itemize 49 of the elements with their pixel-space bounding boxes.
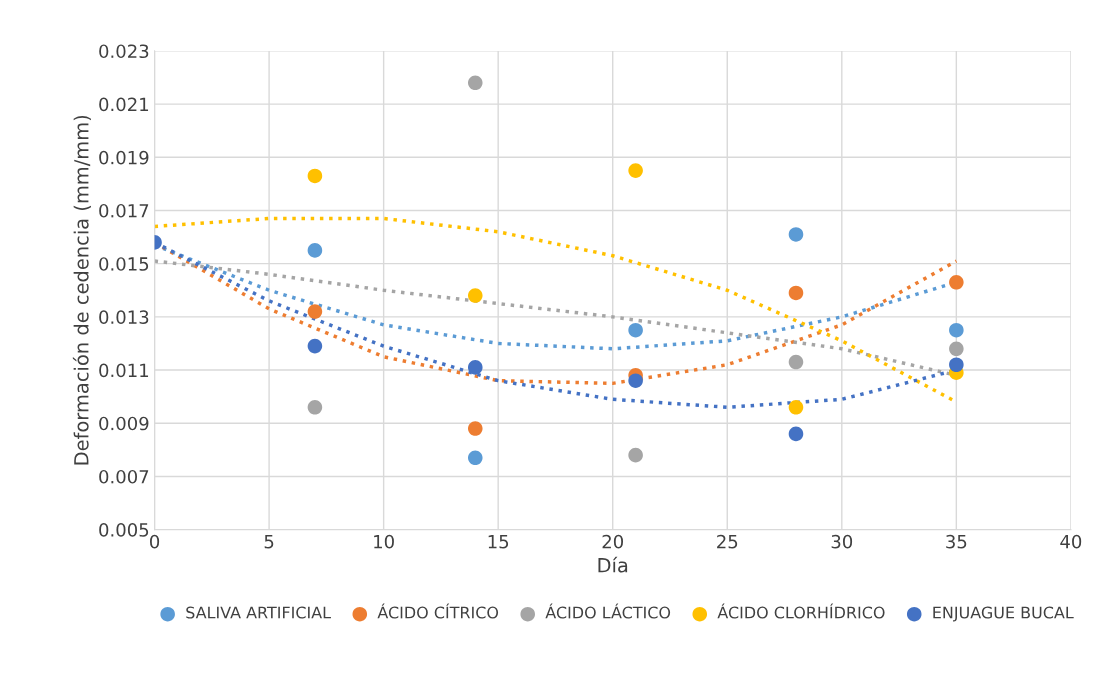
point	[467, 288, 483, 303]
y-tick-label: 0.005	[99, 523, 149, 537]
y-tick-label: 0.017	[99, 203, 149, 218]
legend-label: ENJUAGUE BUCAL	[933, 606, 1074, 622]
point	[788, 285, 804, 301]
point	[788, 400, 804, 415]
point	[467, 450, 483, 466]
point	[467, 75, 483, 91]
point	[467, 421, 483, 436]
y-tick-label: 0.023	[99, 44, 149, 59]
x-tick-label: 15	[488, 535, 509, 549]
point	[628, 163, 643, 178]
point	[628, 447, 643, 463]
x-tick-label: 0	[150, 534, 160, 549]
point	[788, 354, 804, 370]
x-tick-label: 20	[602, 534, 624, 549]
point	[307, 304, 323, 319]
x-tick-label: 10	[374, 534, 394, 549]
point	[467, 360, 483, 375]
x-axis-title: Día	[598, 556, 628, 573]
legend-label: ÁCIDO LÁCTICO	[545, 603, 671, 619]
point	[949, 322, 964, 338]
y-tick-label: 0.007	[99, 469, 149, 484]
point	[307, 400, 323, 415]
y-axis-title: Deformación de cedencia (mm/mm)	[72, 115, 91, 465]
point	[307, 168, 323, 184]
point	[949, 341, 964, 357]
point	[628, 373, 643, 388]
point	[949, 275, 964, 290]
x-tick-label: 35	[946, 534, 967, 549]
y-tick-label: 0.009	[99, 416, 149, 431]
x-tick-label: 25	[717, 534, 738, 549]
point	[949, 357, 964, 373]
y-tick-label: 0.019	[99, 150, 149, 165]
x-tick-label: 5	[264, 535, 274, 549]
point	[788, 227, 804, 242]
y-tick-label: 0.021	[99, 97, 149, 112]
legend-label: SALIVA ARTIFICIAL	[186, 606, 331, 619]
x-tick-label: 40	[1060, 534, 1082, 549]
y-tick-label: 0.015	[99, 257, 149, 271]
point	[628, 322, 643, 338]
legend-label: ÁCIDO CÍTRICO	[377, 603, 499, 619]
y-tick-label: 0.011	[99, 363, 149, 378]
point	[788, 426, 804, 442]
legend-label: ÁCIDO CLORHÍDRICO	[717, 603, 885, 619]
y-tick-label: 0.013	[99, 310, 149, 324]
point	[307, 243, 323, 258]
x-tick-label: 30	[831, 534, 853, 549]
point	[307, 338, 323, 354]
